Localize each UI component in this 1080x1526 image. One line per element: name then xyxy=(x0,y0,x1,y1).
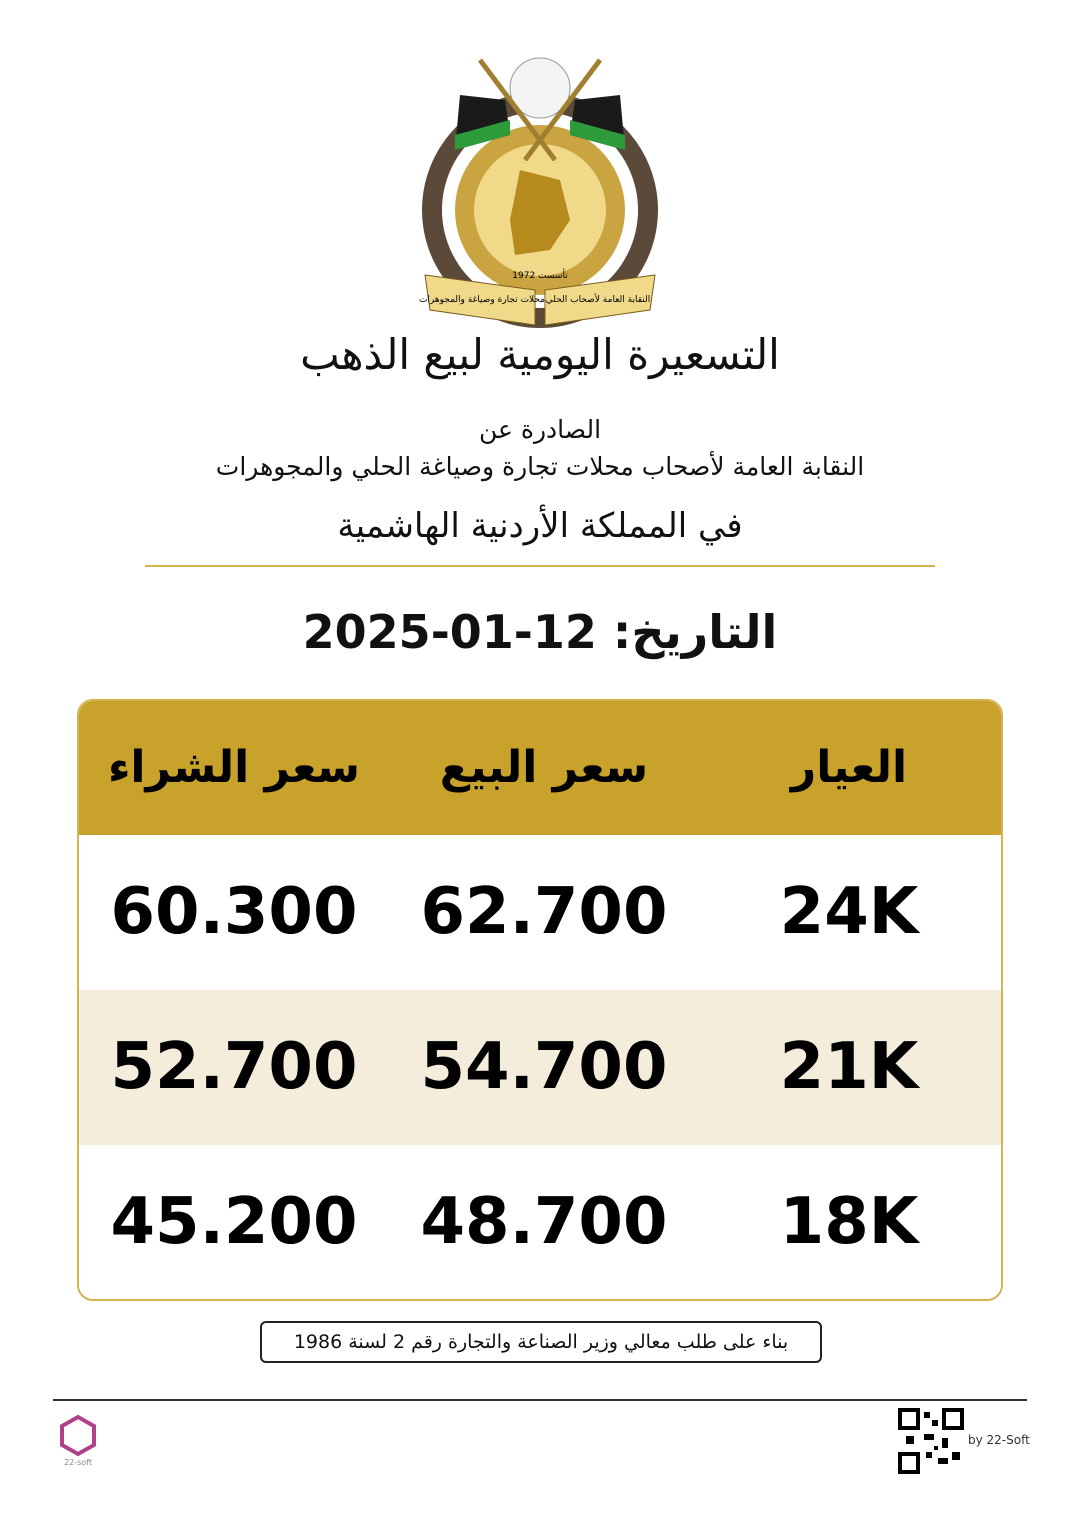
price-table: العيار سعر البيع سعر الشراء 24K 62.700 60.… xyxy=(77,699,1003,1301)
footer-line xyxy=(53,1399,1027,1401)
title: التسعيرة اليومية لبيع الذهب xyxy=(300,330,780,379)
flag xyxy=(570,120,625,150)
date: التاريخ: 12-01-2025 xyxy=(0,605,1080,659)
price-row: 24K 62.700 60.300 xyxy=(79,835,1001,990)
column-header: العيار xyxy=(790,742,908,793)
price: 60.300 xyxy=(110,875,358,949)
qr-code xyxy=(898,1408,964,1474)
issued-by: الصادرة عن xyxy=(478,415,602,444)
price: 45.200 xyxy=(110,1185,358,1259)
date-label: التاريخ: xyxy=(612,605,778,659)
price: 54.700 xyxy=(420,1030,668,1104)
flag-pole xyxy=(478,58,557,162)
karat: 21K xyxy=(779,1030,919,1104)
country: في المملكة الأردنية الهاشمية xyxy=(337,506,743,546)
divider xyxy=(145,565,935,567)
header-row: العيار سعر البيع سعر الشراء xyxy=(79,701,1001,835)
ribbon xyxy=(424,274,536,326)
price-row: 18K 48.700 45.200 xyxy=(79,1145,1001,1299)
ribbon xyxy=(544,274,656,326)
founded-text: تأسست 1972 xyxy=(512,268,568,281)
qr-finder xyxy=(942,1408,964,1430)
note: بناء على طلب معالي وزير الصناعة والتجارة… xyxy=(293,1331,789,1353)
price: 52.700 xyxy=(110,1030,358,1104)
karat: 24K xyxy=(779,875,919,949)
karat: 18K xyxy=(779,1185,919,1259)
qr-finder xyxy=(898,1408,920,1430)
logo: محلات تجارة وصياغة والمجوهرات النقابة ال… xyxy=(419,57,658,328)
diamond xyxy=(509,57,571,119)
flag xyxy=(455,120,510,150)
brand-text: 22-soft xyxy=(64,1458,92,1467)
ribbon-text: محلات تجارة وصياغة والمجوهرات xyxy=(419,295,545,305)
column-header: سعر البيع xyxy=(439,742,649,793)
brand-icon xyxy=(60,1415,96,1457)
flag-pole xyxy=(523,58,602,162)
note-box: بناء على طلب معالي وزير الصناعة والتجارة… xyxy=(260,1321,822,1363)
organization: النقابة العامة لأصحاب محلات تجارة وصياغة… xyxy=(215,452,865,481)
qr-modules xyxy=(906,1412,960,1464)
column-header: سعر الشراء xyxy=(107,742,361,793)
price: 48.700 xyxy=(420,1185,668,1259)
qr-finder xyxy=(898,1452,920,1474)
date-value: 12-01-2025 xyxy=(302,605,597,659)
price-row: 21K 54.700 52.700 xyxy=(79,990,1001,1145)
ribbon-text: النقابة العامة لأصحاب الحلي xyxy=(546,293,650,305)
credit: by 22-Soft xyxy=(968,1433,1030,1447)
map xyxy=(510,170,570,255)
brand-logo: 22-soft xyxy=(60,1415,96,1467)
price: 62.700 xyxy=(420,875,668,949)
